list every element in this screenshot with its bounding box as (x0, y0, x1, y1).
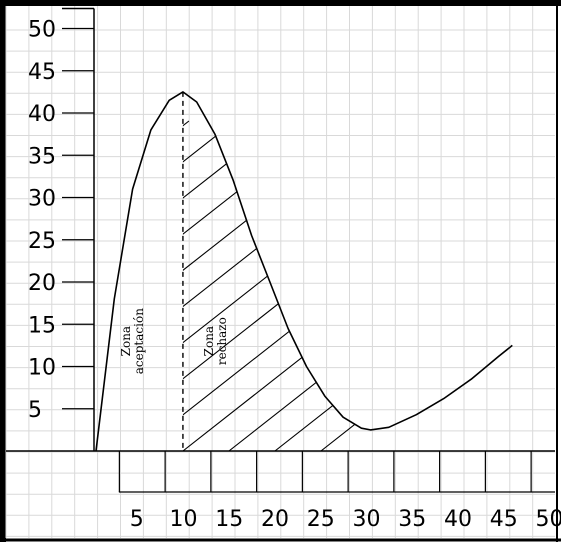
y-tick-label: 10 (28, 356, 56, 381)
tick-labels: 50 45 40 35 30 25 20 15 10 5 5 10 15 20 25 30 35 40 45 50 (28, 18, 561, 533)
y-tick-label: 5 (28, 398, 42, 423)
grid (5, 6, 555, 538)
region-label-rechazo: Zona rechazo (202, 317, 229, 365)
y-tick-label: 25 (28, 229, 56, 254)
y-tick-label: 45 (28, 60, 56, 85)
x-tick-label: 15 (215, 507, 243, 532)
region-labels: Zona aceptación Zona rechazo (119, 308, 229, 374)
y-tick-label: 50 (28, 18, 56, 43)
hatch-line (182, 120, 366, 452)
hatch-line (182, 120, 282, 452)
region-label-text: Zona (119, 326, 133, 356)
curve-layer (95, 91, 513, 452)
y-tick-label: 40 (28, 102, 56, 127)
hatch-line (228, 120, 366, 452)
x-tick-label: 5 (130, 507, 144, 532)
x-tick-label: 50 (536, 507, 561, 532)
axes (6, 7, 555, 493)
x-tick-label: 10 (170, 507, 198, 532)
y-tick-label: 30 (28, 187, 56, 212)
region-label-text: rechazo (215, 317, 229, 365)
x-tick-label: 30 (353, 507, 381, 532)
x-tick-label: 25 (307, 507, 335, 532)
region-label-aceptacion: Zona aceptación (119, 308, 146, 374)
x-tick-label: 40 (444, 507, 472, 532)
x-tick-label: 35 (398, 507, 426, 532)
y-tick-label: 20 (28, 271, 56, 296)
hatch-line (182, 120, 366, 452)
y-tick-label: 35 (28, 144, 56, 169)
x-tick-label: 20 (261, 507, 289, 532)
region-label-text: Zona (202, 326, 216, 356)
curve-line (95, 91, 513, 452)
region-label-text: aceptación (132, 308, 146, 374)
x-tick-label: 45 (490, 507, 518, 532)
y-tick-label: 15 (28, 313, 56, 338)
